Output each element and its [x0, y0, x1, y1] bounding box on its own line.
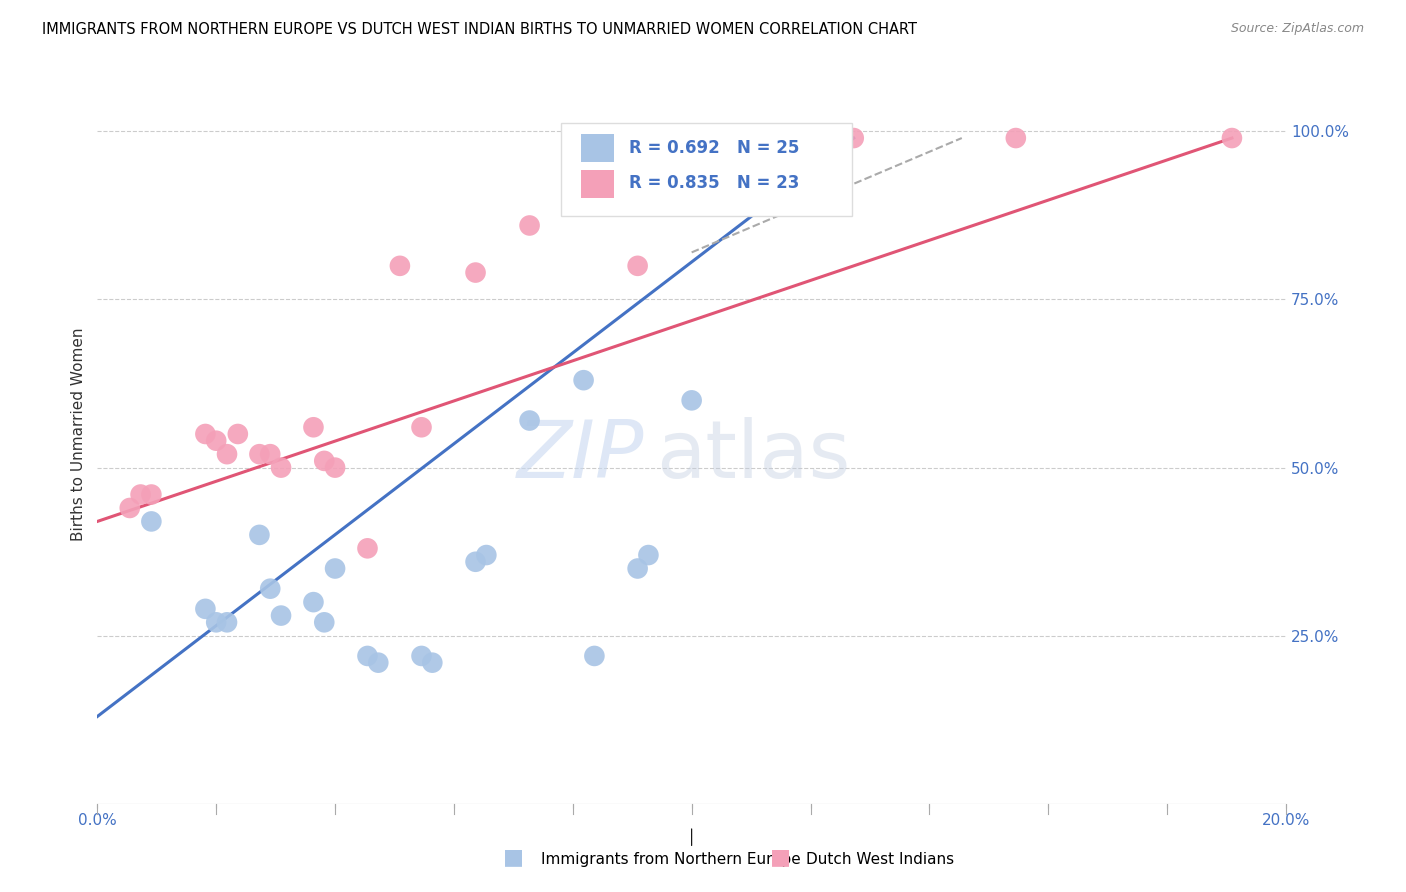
Point — [194, 602, 217, 616]
Point — [356, 648, 378, 663]
Text: atlas: atlas — [657, 417, 851, 495]
Point — [1220, 131, 1243, 145]
Text: Immigrants from Northern Europe: Immigrants from Northern Europe — [541, 852, 801, 867]
Point — [745, 131, 768, 145]
Point — [270, 460, 292, 475]
Point — [681, 131, 703, 145]
Point — [118, 500, 141, 515]
Point — [205, 615, 228, 630]
Point — [464, 555, 486, 569]
Point — [215, 447, 238, 461]
Point — [314, 615, 336, 630]
Point — [215, 615, 238, 630]
Point — [583, 648, 606, 663]
Point — [842, 131, 865, 145]
Point — [249, 528, 271, 542]
Point — [627, 259, 650, 273]
Point — [141, 515, 163, 529]
Point — [789, 131, 811, 145]
Point — [129, 487, 152, 501]
Point — [302, 595, 325, 609]
Point — [464, 266, 486, 280]
Point — [314, 454, 336, 468]
Point — [194, 427, 217, 442]
Point — [259, 582, 281, 596]
Point — [226, 427, 249, 442]
Text: Dutch West Indians: Dutch West Indians — [806, 852, 953, 867]
Text: ■: ■ — [770, 847, 790, 867]
FancyBboxPatch shape — [581, 135, 614, 162]
Point — [141, 487, 163, 501]
Point — [323, 460, 346, 475]
Point — [519, 219, 541, 233]
FancyBboxPatch shape — [581, 169, 614, 198]
Text: Source: ZipAtlas.com: Source: ZipAtlas.com — [1230, 22, 1364, 36]
Point — [270, 608, 292, 623]
Point — [1004, 131, 1026, 145]
Text: R = 0.692   N = 25: R = 0.692 N = 25 — [628, 138, 799, 157]
Text: R = 0.835   N = 23: R = 0.835 N = 23 — [628, 174, 799, 192]
Text: IMMIGRANTS FROM NORTHERN EUROPE VS DUTCH WEST INDIAN BIRTHS TO UNMARRIED WOMEN C: IMMIGRANTS FROM NORTHERN EUROPE VS DUTCH… — [42, 22, 917, 37]
Y-axis label: Births to Unmarried Women: Births to Unmarried Women — [72, 327, 86, 541]
Point — [205, 434, 228, 448]
Point — [356, 541, 378, 556]
Point — [519, 413, 541, 427]
Point — [637, 548, 659, 562]
Point — [323, 561, 346, 575]
Point — [388, 259, 411, 273]
Point — [411, 420, 433, 434]
Point — [420, 656, 443, 670]
Point — [367, 656, 389, 670]
Text: ■: ■ — [503, 847, 523, 867]
Point — [259, 447, 281, 461]
Point — [627, 561, 650, 575]
Text: ZIP: ZIP — [517, 417, 644, 495]
Point — [249, 447, 271, 461]
Point — [734, 131, 756, 145]
Point — [302, 420, 325, 434]
Point — [475, 548, 498, 562]
Point — [681, 393, 703, 408]
FancyBboxPatch shape — [561, 123, 852, 216]
Point — [411, 648, 433, 663]
Point — [572, 373, 595, 387]
